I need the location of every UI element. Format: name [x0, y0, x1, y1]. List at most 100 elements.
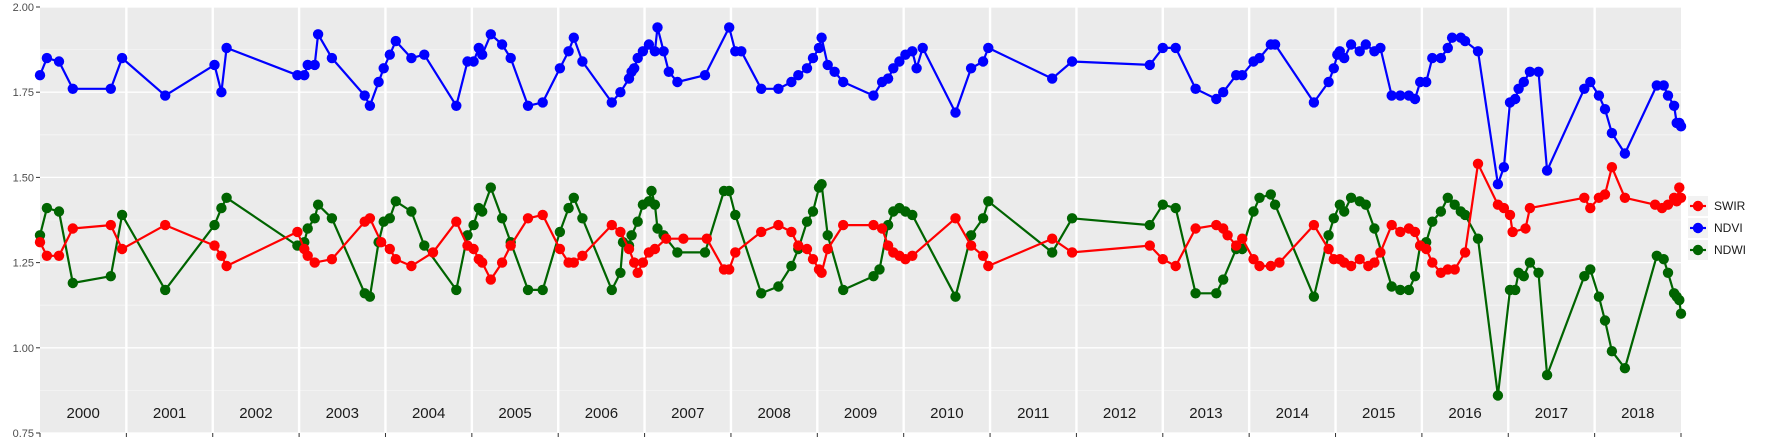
data-point — [1606, 162, 1618, 173]
data-point — [1520, 223, 1531, 234]
data-point — [53, 56, 65, 67]
data-point — [390, 254, 401, 265]
data-point — [1386, 219, 1397, 231]
data-point — [1218, 274, 1229, 285]
data-point — [1459, 209, 1471, 221]
data-point — [807, 52, 819, 64]
data-point — [406, 206, 417, 217]
data-point — [672, 247, 683, 258]
data-point — [1345, 260, 1357, 272]
data-point — [1524, 202, 1536, 214]
data-point — [563, 202, 574, 214]
data-point — [838, 284, 849, 296]
data-point — [1427, 52, 1438, 64]
data-point — [816, 179, 827, 190]
data-point — [1323, 230, 1334, 241]
data-point — [1157, 199, 1169, 210]
data-point — [736, 46, 747, 57]
data-point — [1504, 209, 1516, 221]
data-point — [1472, 158, 1484, 169]
data-point — [376, 237, 387, 248]
data-point — [1421, 76, 1432, 88]
data-point — [1248, 254, 1259, 265]
data-point — [652, 223, 663, 234]
data-point — [1472, 233, 1484, 244]
data-point — [67, 277, 79, 289]
data-point — [1354, 254, 1365, 265]
data-point — [41, 202, 53, 214]
data-point — [299, 70, 310, 81]
data-point — [1218, 87, 1229, 98]
data-point — [907, 209, 918, 221]
data-point — [1386, 281, 1397, 292]
data-point — [1446, 32, 1458, 43]
data-point — [801, 216, 813, 227]
data-point — [160, 284, 171, 296]
data-point — [888, 63, 899, 74]
data-point — [568, 192, 579, 203]
data-point — [1269, 39, 1281, 50]
data-point — [983, 196, 994, 207]
data-point — [1254, 260, 1265, 272]
data-point — [221, 192, 232, 203]
data-point — [1308, 291, 1320, 302]
data-point — [1435, 52, 1447, 64]
data-point — [615, 226, 626, 238]
data-point — [874, 264, 885, 275]
data-point — [606, 284, 617, 296]
data-point — [505, 52, 516, 64]
data-point — [1265, 189, 1277, 200]
data-point — [773, 281, 784, 292]
data-point — [496, 39, 508, 50]
data-point — [649, 243, 661, 255]
data-point — [209, 219, 220, 231]
data-point — [965, 63, 977, 74]
data-point — [364, 291, 376, 302]
data-point — [773, 83, 784, 95]
data-point — [1579, 271, 1590, 282]
data-point — [917, 42, 928, 54]
x-tick-label: 2005 — [498, 405, 531, 422]
data-point — [907, 250, 918, 261]
data-point — [468, 56, 479, 67]
data-point — [1599, 189, 1611, 200]
x-axis: 2000 2001 2002 2003 2004 2005 2006 2007 2008 2009… — [39, 405, 1682, 437]
data-point — [568, 32, 579, 43]
y-tick-label: 1.75 — [13, 87, 34, 99]
data-point — [496, 213, 508, 224]
data-point — [1619, 148, 1631, 159]
data-point — [312, 199, 324, 210]
legend-key-marker — [1692, 222, 1704, 234]
data-point — [652, 22, 663, 33]
data-point — [522, 100, 534, 112]
data-point — [699, 70, 711, 81]
data-point — [302, 223, 313, 234]
data-point — [216, 202, 227, 214]
data-point — [378, 63, 389, 74]
data-point — [663, 66, 674, 78]
data-point — [1498, 162, 1510, 173]
data-point — [1492, 179, 1504, 190]
data-point — [209, 240, 220, 251]
data-point — [221, 260, 232, 272]
data-point — [1524, 257, 1536, 268]
data-point — [1533, 66, 1544, 78]
data-point — [786, 226, 797, 238]
data-point — [221, 42, 232, 54]
x-tick-label: 2008 — [757, 405, 790, 422]
data-point — [477, 49, 488, 60]
data-point — [807, 206, 819, 217]
data-point — [724, 264, 735, 275]
data-point — [1328, 63, 1340, 74]
data-point — [505, 240, 516, 251]
data-point — [537, 97, 548, 108]
data-point — [326, 254, 338, 265]
data-point — [626, 230, 637, 241]
series-ndwi — [34, 179, 1687, 401]
data-point — [632, 216, 643, 227]
series-swir — [34, 158, 1687, 285]
data-point — [793, 70, 804, 81]
data-point — [309, 213, 320, 224]
data-point — [1409, 226, 1421, 238]
data-point — [1585, 264, 1596, 275]
